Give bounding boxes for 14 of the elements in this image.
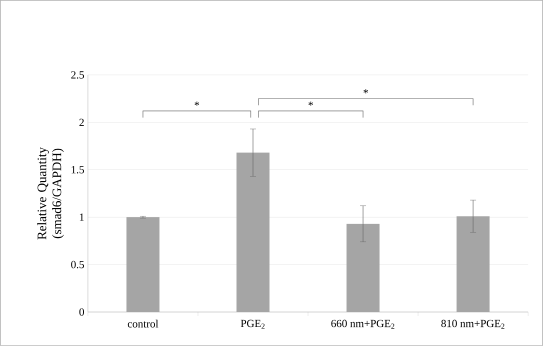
annotation: * bbox=[364, 89, 368, 94]
y-tick-label: 0.5 bbox=[71, 260, 84, 268]
y-tick-label: 2.5 bbox=[71, 71, 84, 79]
y-tick-label: 1 bbox=[80, 214, 84, 221]
y-tick-label: 0 bbox=[79, 308, 84, 316]
annotation: * bbox=[308, 102, 313, 106]
y-tick-label: 1.5 bbox=[72, 166, 84, 174]
x-tick-label: 660 nm+PGE$_{2}$ bbox=[331, 320, 394, 329]
y-tick-label: 2 bbox=[79, 118, 84, 126]
x-tick-label: 810 nm+PGE$_{2}$ bbox=[441, 320, 504, 329]
x-tick-label: control bbox=[128, 320, 158, 328]
x-tick-label: PGE$_{2}$ bbox=[240, 320, 265, 329]
annotation: * bbox=[194, 102, 200, 106]
y-axis-title: Relative Quantity (smad6/GAPDH) bbox=[37, 147, 64, 240]
